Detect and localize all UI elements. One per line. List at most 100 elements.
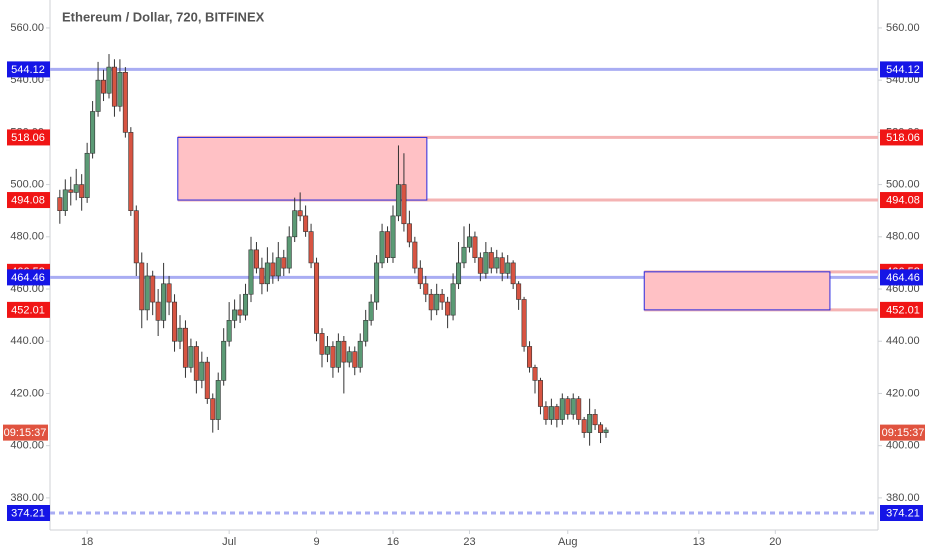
candle-body (543, 406, 549, 420)
candle-body (101, 79, 107, 94)
level-label: 464.46 (11, 272, 45, 284)
candle-body (330, 346, 336, 368)
candle-body (303, 215, 309, 232)
candle-body (215, 380, 221, 420)
candle-body (472, 236, 478, 258)
candle-body (401, 184, 407, 225)
candle-body (341, 340, 347, 363)
candle-body (166, 283, 172, 303)
candle-body (221, 340, 227, 381)
candle-body (488, 252, 494, 269)
candle-body (357, 340, 363, 368)
y-tick-label: 480.00 (886, 231, 920, 243)
last-price-bg (3, 424, 48, 441)
candle-body (270, 262, 276, 277)
level-label-bg (880, 301, 923, 318)
y-tick-label: 460.00 (886, 283, 920, 295)
level-label-bg (880, 192, 923, 209)
candle-body (374, 262, 380, 303)
candle-body (592, 414, 598, 426)
candle-body (73, 184, 79, 193)
y-tick-label: 560.00 (10, 22, 44, 34)
level-label: 452.01 (886, 304, 920, 316)
candle-body (297, 210, 303, 217)
level-label-bg (880, 269, 923, 286)
candle-body (308, 231, 314, 264)
candle-body (204, 361, 210, 399)
x-tick-label: 9 (313, 536, 319, 548)
candle-body (516, 283, 522, 300)
candle-body (117, 72, 123, 107)
candle-body (237, 309, 243, 316)
candle-body (286, 236, 292, 269)
y-tick-label: 380.00 (10, 492, 44, 504)
level-label-bg (7, 301, 50, 318)
candle-body (423, 283, 429, 295)
y-tick-label: 460.00 (10, 283, 44, 295)
candle-body (565, 398, 571, 415)
candle-body (232, 309, 238, 321)
candle-body (412, 241, 418, 269)
candle-body (253, 249, 259, 269)
candle-body (510, 262, 516, 285)
level-label-bg (7, 192, 50, 209)
candle-body (139, 262, 145, 311)
candle-body (368, 301, 374, 321)
level-label: 544.12 (886, 64, 920, 76)
candle-body (548, 406, 554, 420)
candle-body (450, 283, 456, 316)
candle-body (193, 346, 199, 381)
candle-body (587, 414, 593, 433)
candle-body (133, 210, 139, 264)
candle-body (406, 223, 412, 243)
level-label-bg (7, 129, 50, 146)
y-tick-label: 500.00 (886, 178, 920, 190)
candle-body (144, 275, 150, 311)
candle-body (128, 132, 134, 211)
x-tick-label: Aug (558, 536, 578, 548)
candle-body (68, 189, 74, 193)
x-tick-label: Jul (222, 536, 236, 548)
candle-body (182, 327, 188, 368)
candle-body (505, 262, 511, 274)
y-tick-label: 440.00 (886, 335, 920, 347)
candle-body (319, 333, 325, 355)
candle-body (84, 152, 90, 198)
candle-body (456, 262, 462, 285)
last-price-bg (880, 424, 925, 441)
candle-body (576, 398, 582, 420)
candle-body (395, 184, 401, 217)
candle-body (281, 257, 287, 269)
candle-body (106, 66, 112, 94)
level-label: 464.46 (886, 272, 920, 284)
y-tick-label: 560.00 (886, 22, 920, 34)
candle-body (527, 346, 533, 368)
candle-body (90, 111, 96, 154)
candle-body (428, 293, 434, 311)
level-label-bg (7, 269, 50, 286)
candle-body (570, 398, 576, 415)
candle-body (259, 267, 265, 285)
candle-body (499, 257, 505, 274)
candle-body (554, 406, 560, 420)
candle-body (559, 398, 565, 420)
candle-body (363, 320, 369, 342)
candle-body (292, 210, 298, 238)
level-label: 494.08 (11, 194, 45, 206)
candle-body (346, 351, 352, 363)
candle-body (161, 283, 167, 321)
level-label: 494.08 (886, 194, 920, 206)
candle-body (537, 380, 543, 407)
candle-body (417, 267, 423, 285)
candle-body (122, 72, 128, 133)
last-price-label: 09:15:37 (882, 427, 925, 439)
y-tick-label: 500.00 (10, 178, 44, 190)
x-tick-label: 16 (387, 536, 399, 548)
x-tick-label: 18 (81, 536, 93, 548)
level-label-bg (7, 505, 50, 522)
level-label: 544.12 (11, 64, 45, 76)
candle-body (335, 340, 341, 368)
level-label-bg (880, 505, 923, 522)
candle-body (111, 66, 117, 107)
